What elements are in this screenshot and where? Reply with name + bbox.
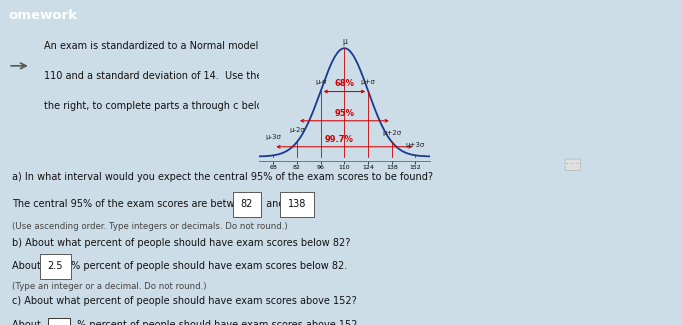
Text: μ+2σ: μ+2σ: [382, 130, 401, 136]
Text: and: and: [263, 200, 287, 209]
Text: the right, to complete parts a through c below.: the right, to complete parts a through c…: [44, 101, 273, 111]
Text: μ-2σ: μ-2σ: [289, 127, 305, 133]
Text: μ+3σ: μ+3σ: [406, 142, 425, 148]
Text: 82: 82: [241, 200, 253, 209]
Text: 68%: 68%: [334, 79, 355, 88]
Text: 95%: 95%: [334, 109, 355, 118]
Text: a) In what interval would you expect the central 95% of the exam scores to be fo: a) In what interval would you expect the…: [12, 173, 433, 182]
Text: (Use ascending order. Type integers or decimals. Do not round.): (Use ascending order. Type integers or d…: [12, 222, 288, 231]
Text: μ: μ: [342, 37, 347, 46]
Text: An exam is standardized to a Normal model, with a mean of: An exam is standardized to a Normal mode…: [44, 41, 338, 51]
Text: The central 95% of the exam scores are between: The central 95% of the exam scores are b…: [12, 200, 256, 209]
FancyBboxPatch shape: [48, 318, 70, 325]
Text: 110 and a standard deviation of 14.  Use the model, shown to: 110 and a standard deviation of 14. Use …: [44, 71, 347, 81]
Text: c) About what percent of people should have exam scores above 152?: c) About what percent of people should h…: [12, 296, 357, 306]
Text: % percent of people should have exam scores above 152: % percent of people should have exam sco…: [74, 320, 357, 325]
Text: % percent of people should have exam scores below 82.: % percent of people should have exam sco…: [68, 261, 347, 271]
Text: 138: 138: [288, 200, 306, 209]
Text: About: About: [12, 261, 44, 271]
Text: About: About: [12, 320, 44, 325]
Text: · · ·: · · ·: [566, 160, 580, 169]
Text: μ-σ: μ-σ: [315, 79, 327, 85]
Text: 99.7%: 99.7%: [325, 135, 354, 144]
Text: μ+σ: μ+σ: [361, 79, 376, 85]
Text: omework: omework: [8, 9, 77, 22]
Text: (Type an integer or a decimal. Do not round.): (Type an integer or a decimal. Do not ro…: [12, 282, 207, 291]
Text: μ-3σ: μ-3σ: [265, 134, 281, 140]
Text: b) About what percent of people should have exam scores below 82?: b) About what percent of people should h…: [12, 238, 351, 248]
Text: 2.5: 2.5: [48, 261, 63, 271]
